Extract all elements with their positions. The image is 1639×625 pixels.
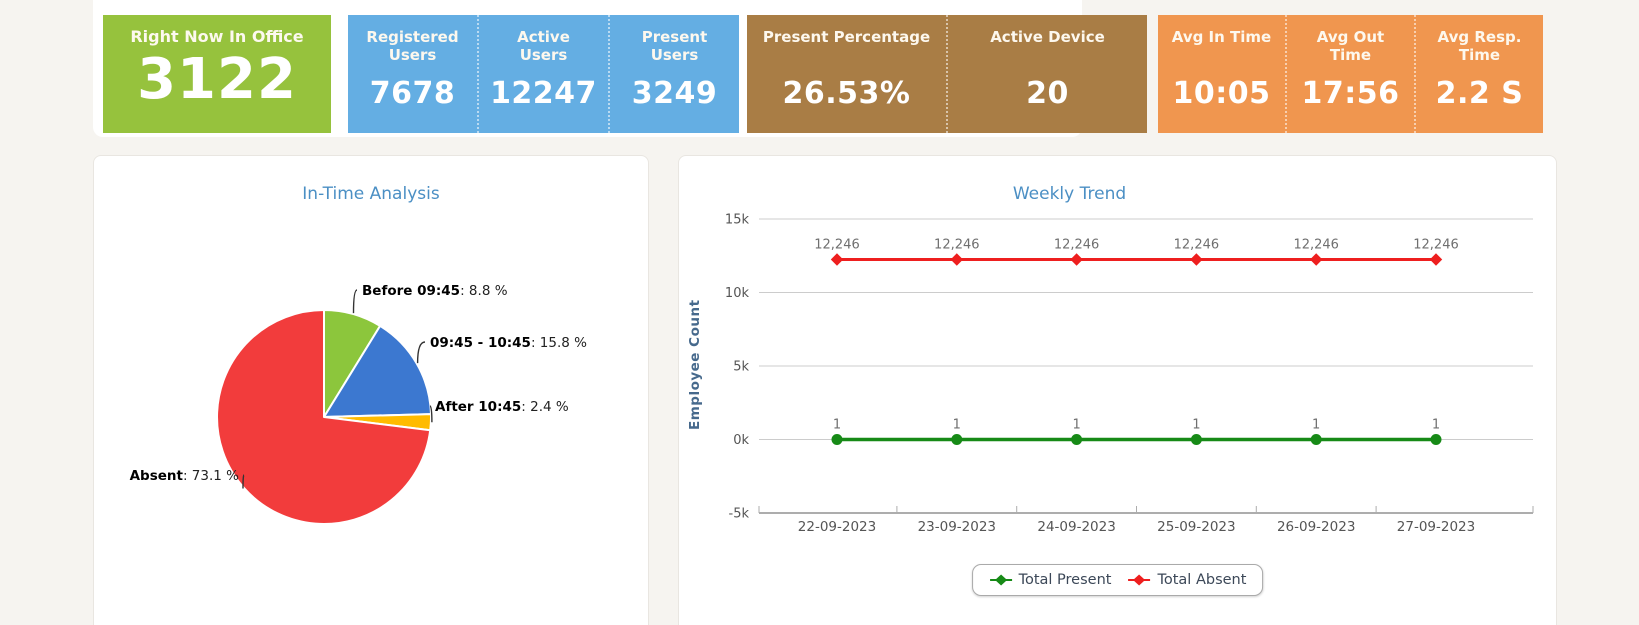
data-label: 12,246 [1054, 237, 1100, 252]
stat-card-presence: Present Percentage 26.53% Active Device … [747, 15, 1147, 133]
line-chart-title: Weekly Trend [1012, 184, 1127, 204]
stat-value: 26.53% [782, 76, 911, 111]
pie-slice-label: 09:45 - 10:45: 15.8 % [430, 335, 587, 351]
pie-slice-label: After 10:45: 2.4 % [435, 399, 569, 415]
pie-slice-absent[interactable] [216, 309, 432, 525]
stat-label: Present Users [641, 28, 708, 64]
data-point-total-absent[interactable] [1429, 253, 1443, 266]
pie-slice-label: Before 09:45: 8.8 % [362, 283, 508, 299]
data-label: 12,246 [1174, 237, 1220, 252]
pie-slice-label: Absent: 73.1 % [130, 468, 240, 484]
x-tick-label: 23-09-2023 [918, 519, 996, 535]
stat-value: 12247 [490, 76, 597, 111]
x-tick-label: 26-09-2023 [1277, 519, 1355, 535]
stat-column-avg-out-time: Avg Out Time 17:56 [1285, 15, 1414, 133]
y-tick-label: 5k [733, 360, 749, 375]
data-label: 12,246 [934, 237, 980, 252]
stat-value: 2.2 S [1435, 76, 1524, 111]
data-point-total-present[interactable] [1310, 433, 1322, 445]
stat-label: Active Users [517, 28, 570, 64]
stat-label: Active Device [990, 28, 1105, 46]
legend-marker-diamond-icon [989, 574, 1012, 586]
stat-column-avg-resp-time: Avg Resp. Time 2.2 S [1414, 15, 1543, 133]
y-tick-label: 15k [725, 213, 750, 228]
data-point-total-absent[interactable] [1309, 253, 1323, 266]
stat-value: 7678 [369, 76, 456, 111]
weekly-trend-line-chart: 15k 10k 5k 0k -5k 22-09-2023 23-09-2023 24-09-2… [725, 213, 1534, 535]
y-tick-label: 10k [725, 286, 750, 301]
y-tick-label: 0k [733, 433, 749, 448]
y-tick-label: -5k [729, 507, 750, 522]
chart-legend: Total Present Total Absent [971, 564, 1264, 596]
pie-label-connector [352, 289, 358, 314]
stat-card-title: Right Now In Office [130, 27, 304, 46]
legend-marker-diamond-icon [1128, 574, 1151, 586]
pie-label-connector [416, 341, 426, 364]
data-point-total-present[interactable] [831, 433, 843, 445]
stat-card-right-now-in-office: Right Now In Office 3122 [103, 15, 331, 133]
data-point-total-absent[interactable] [950, 253, 964, 266]
data-label: 12,246 [1413, 237, 1459, 252]
data-label: 1 [833, 417, 841, 432]
data-point-total-absent[interactable] [830, 253, 844, 266]
pie-label-connector [242, 474, 245, 489]
stat-column-registered-users: Registered Users 7678 [348, 15, 477, 133]
data-label: 1 [1072, 417, 1080, 432]
stat-label: Registered Users [366, 28, 459, 64]
stat-card-value: 3122 [137, 47, 297, 113]
data-label: 12,246 [814, 237, 860, 252]
data-point-total-present[interactable] [951, 433, 963, 445]
x-tick-label: 24-09-2023 [1037, 519, 1115, 535]
stat-label: Avg Out Time [1316, 28, 1385, 64]
data-label: 1 [1312, 417, 1320, 432]
data-label: 1 [1432, 417, 1440, 432]
pie-chart-title: In-Time Analysis [302, 184, 440, 204]
weekly-trend-panel: Weekly Trend Employee Count 15k 10k 5k 0k -5… [678, 155, 1557, 625]
x-tick-label: 27-09-2023 [1397, 519, 1475, 535]
stat-value: 10:05 [1172, 76, 1271, 111]
legend-item-total-present[interactable]: Total Present [989, 572, 1112, 588]
stat-column-active-users: Active Users 12247 [477, 15, 608, 133]
legend-label: Total Present [1018, 572, 1112, 588]
data-point-total-absent[interactable] [1070, 253, 1083, 266]
stat-column-active-device: Active Device 20 [946, 15, 1147, 133]
data-point-total-present[interactable] [1430, 433, 1442, 445]
stat-value: 17:56 [1301, 76, 1400, 111]
stat-label: Present Percentage [762, 28, 931, 46]
stat-column-present-users: Present Users 3249 [608, 15, 739, 133]
stat-label: Avg Resp. Time [1437, 28, 1522, 64]
in-time-analysis-panel: In-Time Analysis Before 09:45: 8.8 % 09:4… [93, 155, 649, 625]
in-time-analysis-pie-chart: Before 09:45: 8.8 % 09:45 - 10:45: 15.8 %… [130, 283, 587, 525]
pie-label-connector [429, 405, 433, 423]
data-point-total-present[interactable] [1190, 433, 1202, 445]
stat-value: 3249 [631, 76, 718, 111]
data-label: 12,246 [1293, 237, 1339, 252]
stat-card-average-times: Avg In Time 10:05 Avg Out Time 17:56 Avg… [1158, 15, 1543, 133]
stat-value: 20 [1026, 76, 1069, 111]
legend-label: Total Absent [1157, 572, 1247, 588]
x-tick-label: 25-09-2023 [1157, 519, 1235, 535]
x-tick-label: 22-09-2023 [798, 519, 876, 535]
data-label: 1 [1192, 417, 1200, 432]
stat-column-present-percentage: Present Percentage 26.53% [747, 15, 946, 133]
legend-item-total-absent[interactable]: Total Absent [1127, 572, 1246, 588]
stat-label: Avg In Time [1171, 28, 1272, 46]
stat-column-avg-in-time: Avg In Time 10:05 [1158, 15, 1285, 133]
data-point-total-present[interactable] [1071, 433, 1083, 445]
data-label: 1 [953, 417, 961, 432]
stat-card-users: Registered Users 7678 Active Users 12247… [348, 15, 739, 133]
data-point-total-absent[interactable] [1190, 253, 1203, 266]
